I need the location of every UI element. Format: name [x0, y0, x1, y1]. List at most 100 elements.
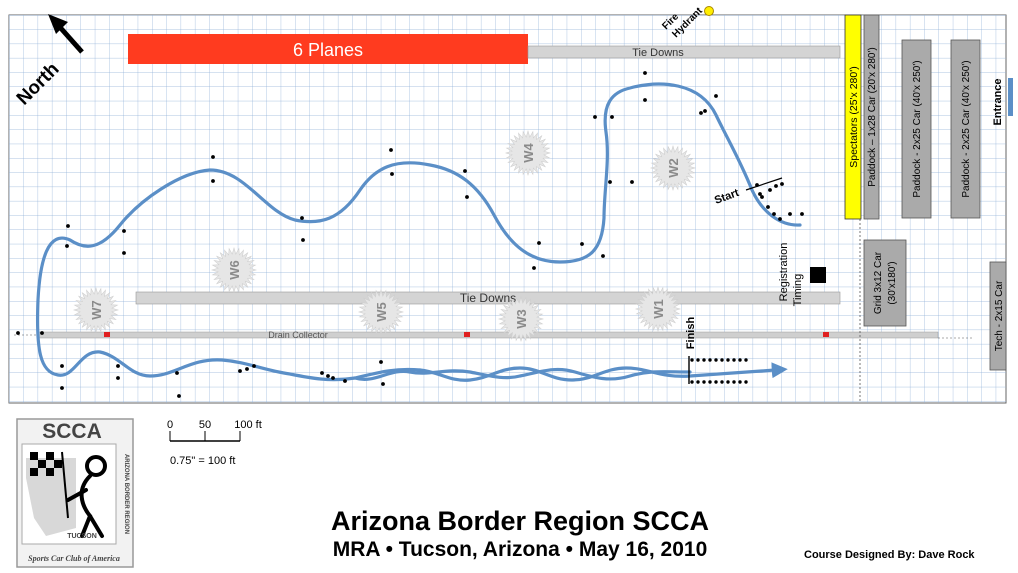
cone: [788, 212, 792, 216]
cone: [320, 371, 324, 375]
worker-stations: W1 W2 W3 W4 W5 W6 W7: [72, 129, 697, 343]
finish-cone: [732, 358, 736, 362]
finish-cone: [696, 380, 700, 384]
cone: [245, 367, 249, 371]
cone: [40, 331, 44, 335]
finish-label: Finish: [685, 317, 697, 350]
worker-station-3: W3: [497, 295, 545, 343]
grid-area: [863, 239, 907, 327]
north-arrow: [48, 14, 84, 54]
worker-station-1: W1: [634, 285, 682, 333]
course-line: [35, 82, 802, 382]
logo-city: TUCSON: [67, 533, 97, 540]
cone-markers: [16, 71, 804, 398]
entrance-label: Entrance: [992, 78, 1004, 125]
cone: [630, 180, 634, 184]
paddock-2: [901, 39, 932, 219]
finish-cone: [720, 358, 724, 362]
cone: [390, 172, 394, 176]
cone: [643, 71, 647, 75]
cone: [177, 394, 181, 398]
finish-cone: [726, 380, 730, 384]
worker-station-6: W6: [210, 246, 258, 294]
cone: [326, 374, 330, 378]
tie-downs-mid-label: Tie Downs: [460, 291, 516, 305]
cone: [778, 217, 782, 221]
cone: [766, 205, 770, 209]
finish-cone: [720, 380, 724, 384]
cone: [60, 386, 64, 390]
tech-area: [989, 261, 1007, 371]
cone: [65, 244, 69, 248]
cone: [463, 169, 467, 173]
tech-label: Tech - 2x15 Car: [994, 280, 1005, 351]
finish-cone: [714, 358, 718, 362]
course-designer: Course Designed By: Dave Rock: [804, 549, 975, 561]
cone: [768, 188, 772, 192]
worker-station-label: W5: [374, 302, 389, 322]
cone: [593, 115, 597, 119]
cone: [532, 266, 536, 270]
cone: [580, 242, 584, 246]
paddock-1: [863, 14, 880, 220]
cone: [381, 382, 385, 386]
cone: [60, 364, 64, 368]
finish-cone: [738, 358, 742, 362]
cone: [252, 364, 256, 368]
checkered-flag-icon: [30, 451, 69, 519]
grid-label-line2: (30'x180'): [887, 261, 898, 304]
registration-booth: [810, 267, 826, 283]
spectators-area: [844, 14, 862, 220]
lot-grid: [9, 15, 1006, 403]
registration-label: Registration: [778, 243, 790, 302]
cone: [610, 115, 614, 119]
finish-cone: [738, 380, 742, 384]
cone: [379, 360, 383, 364]
tie-downs-top-label: Tie Downs: [632, 47, 684, 59]
cone: [800, 212, 804, 216]
worker-station-4: W4: [504, 129, 552, 177]
cone: [772, 212, 776, 216]
start-line: [745, 177, 783, 191]
finish-cone: [744, 380, 748, 384]
worker-station-7: W7: [72, 286, 120, 334]
finish-cone: [708, 380, 712, 384]
entrance-marker: [1008, 78, 1013, 116]
kokopelli-icon: [66, 455, 107, 538]
worker-station-label: W2: [666, 158, 681, 178]
paddock-3-label: Paddock - 2x25 Car (40'x 250'): [961, 60, 972, 197]
cone: [608, 180, 612, 184]
finish-cone: [696, 358, 700, 362]
cone: [703, 109, 707, 113]
cone: [116, 364, 120, 368]
logo-tagline: Sports Car Club of America: [28, 554, 120, 563]
drain-marker: [104, 332, 110, 337]
scale-tick-0: 0: [167, 419, 173, 431]
logo-scca: SCCA: [42, 420, 102, 443]
cone: [758, 192, 762, 196]
page-title: Arizona Border Region SCCA: [330, 506, 710, 536]
finish-cone: [732, 380, 736, 384]
cone: [699, 111, 703, 115]
worker-station-label: W6: [227, 260, 242, 280]
worker-station-label: W3: [514, 309, 529, 329]
cone: [122, 229, 126, 233]
course-line-slalom-a: [418, 362, 788, 382]
cone: [66, 224, 70, 228]
tie-downs-top: [527, 45, 841, 59]
cone: [116, 376, 120, 380]
worker-station-label: W1: [651, 299, 666, 319]
scale-tick-100: 100 ft: [234, 419, 262, 431]
drain-marker: [464, 332, 470, 337]
cone: [331, 376, 335, 380]
cone: [714, 94, 718, 98]
finish-cone: [702, 358, 706, 362]
cone: [537, 241, 541, 245]
drain-collector: [37, 331, 939, 339]
finish-cone: [690, 358, 694, 362]
scale-tick-50: 50: [199, 419, 211, 431]
finish-cone: [702, 380, 706, 384]
cone: [755, 183, 759, 187]
cone: [643, 98, 647, 102]
worker-station-5: W5: [357, 288, 405, 336]
